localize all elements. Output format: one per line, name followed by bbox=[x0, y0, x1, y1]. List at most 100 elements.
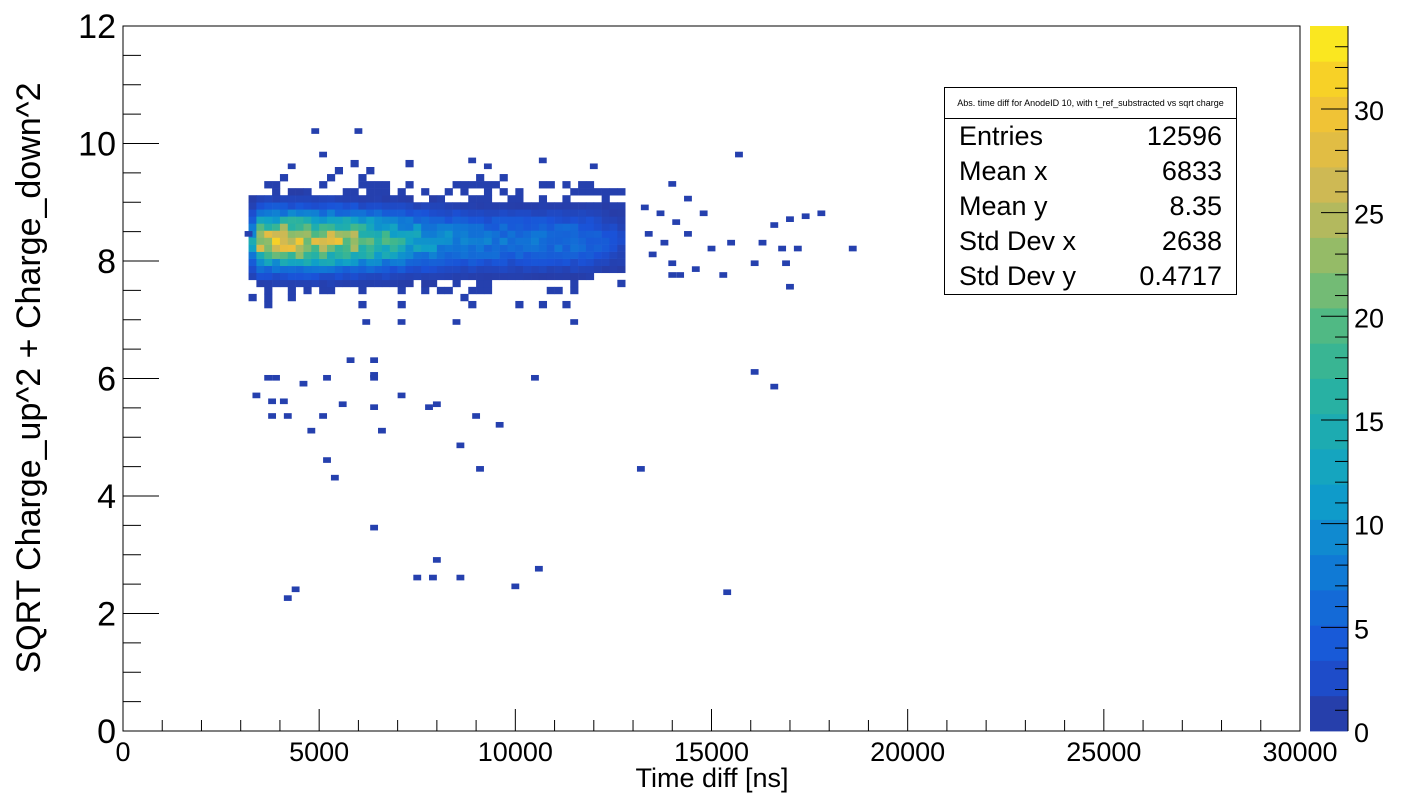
heatmap-bin bbox=[429, 574, 437, 581]
heatmap-bin bbox=[460, 244, 469, 252]
heatmap-bin bbox=[358, 230, 367, 238]
heatmap-bin bbox=[287, 195, 296, 203]
heatmap-bin bbox=[601, 209, 610, 217]
heatmap-bin bbox=[358, 244, 367, 252]
heatmap-bin bbox=[436, 216, 446, 224]
heatmap-bin bbox=[319, 279, 328, 288]
heatmap-bin bbox=[350, 272, 359, 281]
heatmap-bin bbox=[264, 251, 273, 259]
heatmap-bin bbox=[311, 230, 320, 238]
heatmap-bin bbox=[350, 237, 359, 245]
heatmap-bin bbox=[327, 272, 336, 281]
heatmap-bin bbox=[483, 230, 493, 238]
heatmap-bin bbox=[491, 223, 500, 231]
heatmap-bin bbox=[523, 244, 532, 252]
heatmap-bin bbox=[319, 265, 328, 274]
stats-value: 6833 bbox=[1161, 156, 1222, 186]
y-axis-label: SQRT Charge_up^2 + Charge_down^2 bbox=[10, 82, 48, 673]
heatmap-bin bbox=[295, 279, 304, 288]
heatmap-bin bbox=[248, 251, 257, 259]
heatmap-bin bbox=[350, 159, 359, 168]
heatmap-bin bbox=[295, 202, 304, 210]
heatmap-bin bbox=[617, 244, 626, 252]
heatmap-bin bbox=[601, 188, 610, 196]
heatmap-bin bbox=[460, 230, 469, 238]
heatmap-bin bbox=[601, 251, 610, 259]
heatmap-bin bbox=[523, 202, 532, 210]
heatmap-bin bbox=[786, 216, 794, 222]
heatmap-bin bbox=[287, 244, 296, 252]
heatmap-bin bbox=[538, 157, 547, 164]
heatmap-bin bbox=[601, 202, 610, 210]
heatmap-bin bbox=[323, 457, 331, 463]
colorbar-band bbox=[1310, 590, 1348, 626]
heatmap-bin bbox=[531, 258, 540, 266]
heatmap-bin bbox=[436, 265, 446, 274]
heatmap-bin bbox=[444, 244, 453, 252]
heatmap-bin bbox=[538, 244, 548, 252]
heatmap-bin bbox=[617, 258, 626, 266]
heatmap-bin bbox=[319, 413, 328, 419]
heatmap-bin bbox=[381, 216, 391, 224]
heatmap-bin bbox=[483, 251, 493, 259]
heatmap-bin bbox=[272, 244, 281, 252]
heatmap-bin bbox=[272, 216, 281, 224]
heatmap-bin bbox=[546, 258, 555, 266]
heatmap-bin bbox=[429, 195, 438, 203]
heatmap-bin bbox=[413, 258, 422, 266]
heatmap-bin bbox=[342, 209, 351, 217]
heatmap-bin bbox=[546, 202, 555, 210]
heatmap-bin bbox=[570, 202, 579, 210]
heatmap-bin bbox=[476, 195, 485, 203]
heatmap-bin bbox=[483, 244, 493, 252]
heatmap-bin bbox=[491, 230, 500, 238]
heatmap-bin bbox=[534, 565, 543, 572]
heatmap-bin bbox=[668, 272, 677, 278]
heatmap-bin bbox=[507, 195, 516, 203]
heatmap-bin bbox=[413, 272, 422, 281]
heatmap-bin bbox=[287, 286, 296, 295]
heatmap-bin bbox=[460, 188, 469, 196]
heatmap-bin bbox=[397, 223, 406, 231]
heatmap-bin bbox=[366, 202, 375, 210]
heatmap-bin bbox=[366, 272, 375, 281]
heatmap-bin bbox=[264, 209, 273, 217]
heatmap-bin bbox=[585, 237, 595, 245]
heatmap-bin bbox=[515, 188, 524, 196]
heatmap-bin bbox=[374, 181, 383, 189]
heatmap-bin bbox=[617, 216, 626, 224]
heatmap-bin bbox=[272, 237, 281, 245]
heatmap-bin bbox=[491, 181, 500, 189]
heatmap-bin bbox=[499, 230, 508, 238]
heatmap-bin bbox=[370, 524, 379, 531]
heatmap-bin bbox=[429, 272, 438, 281]
heatmap-bin bbox=[366, 181, 375, 189]
heatmap-bin bbox=[483, 258, 493, 266]
heatmap-bin bbox=[499, 188, 508, 196]
heatmap-bin bbox=[256, 209, 265, 217]
heatmap-bin bbox=[421, 279, 430, 288]
colorbar-band bbox=[1310, 449, 1348, 485]
heatmap-bin bbox=[413, 251, 422, 259]
heatmap-bin bbox=[436, 286, 446, 295]
heatmap-bin bbox=[601, 230, 610, 238]
heatmap-bin bbox=[444, 188, 453, 196]
heatmap-bin bbox=[499, 202, 508, 210]
colorbar-tick-label: 15 bbox=[1354, 407, 1384, 437]
heatmap-bin bbox=[444, 202, 453, 210]
heatmap-bin bbox=[476, 230, 485, 238]
heatmap-bin bbox=[405, 244, 414, 252]
heatmap-bin bbox=[585, 230, 595, 238]
heatmap-bin bbox=[617, 230, 626, 238]
heatmap-bin bbox=[546, 230, 555, 238]
heatmap-bin bbox=[617, 202, 626, 210]
heatmap-bin bbox=[452, 265, 461, 274]
heatmap-bin bbox=[507, 202, 516, 210]
heatmap-bin bbox=[303, 286, 312, 295]
heatmap-bin bbox=[609, 230, 618, 238]
heatmap-bin bbox=[283, 413, 292, 419]
heatmap-bin bbox=[303, 244, 312, 252]
heatmap-bin bbox=[468, 195, 477, 203]
heatmap-bin bbox=[495, 421, 504, 428]
heatmap-bin bbox=[444, 265, 453, 274]
